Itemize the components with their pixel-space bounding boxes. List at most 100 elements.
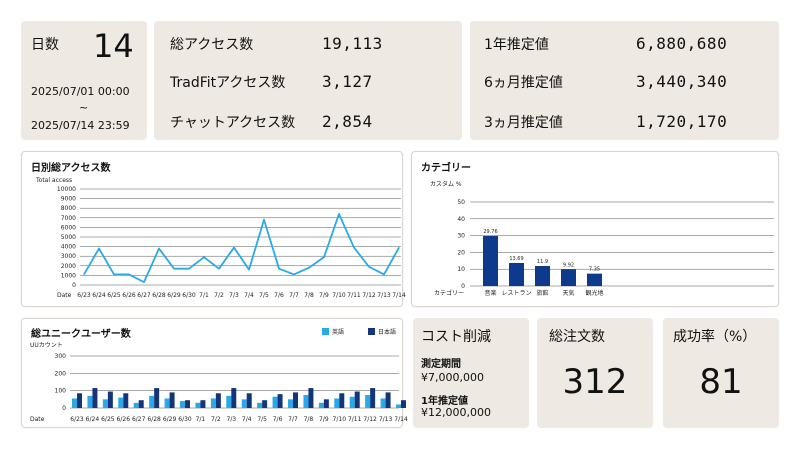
data-point	[248, 269, 250, 271]
bar-value-label: 7.35	[589, 267, 600, 273]
bar-japanese	[246, 393, 252, 408]
y-tick-label: 3000	[61, 253, 76, 260]
bar-english	[303, 395, 309, 408]
x-tick-label: 7/13	[379, 416, 393, 423]
bar-english	[241, 399, 247, 408]
x-tick-label: 7/3	[229, 292, 239, 299]
category-panel: カテゴリー カスタム % 0 10 20 30 40 50 29.76 音楽 13.69 レストラン…	[411, 151, 779, 307]
cost-period-label: 測定期間	[421, 359, 461, 370]
bar-japanese	[231, 388, 237, 408]
bar-english	[226, 395, 232, 408]
x-tick-label: 6/28	[147, 416, 161, 423]
period-days-value: 14	[93, 27, 134, 65]
legend-swatch	[322, 328, 329, 335]
bar-english	[210, 398, 216, 408]
x-tick-label: 6/26	[122, 292, 136, 299]
y-tick-label: 300	[55, 353, 67, 360]
data-point	[218, 268, 220, 270]
x-tick-label: 6/27	[132, 416, 146, 423]
bar-japanese	[308, 388, 314, 408]
bar-value-label: 11.9	[537, 259, 548, 265]
x-tick-label: 6/24	[92, 292, 106, 299]
estimate-year-label: 1年推定値	[484, 37, 549, 53]
x-tick-label: 7/2	[214, 292, 224, 299]
y-tick-label: 200	[55, 370, 67, 377]
daily-y-axis-label: Total access	[35, 177, 72, 184]
estimate-3m-value: 1,720,170	[636, 112, 728, 131]
period-card: 日数 14 2025/07/01 00:00 ~ 2025/07/14 23:5…	[21, 21, 147, 140]
bar-english	[102, 399, 108, 408]
y-tick-label: 10	[457, 266, 465, 273]
bar-japanese	[92, 388, 98, 408]
category-bar	[561, 269, 576, 286]
bar-english	[195, 402, 201, 408]
data-point	[383, 273, 385, 276]
x-tick-label: 6/28	[152, 292, 166, 299]
data-point	[293, 273, 295, 276]
period-start: 2025/07/01 00:00	[31, 85, 130, 98]
x-tick-label: 7/14	[392, 292, 406, 299]
x-tick-label: 7/7	[289, 292, 299, 299]
success-title: 成功率（%）	[673, 329, 757, 345]
unique-users-title: 総ユニークユーザー数	[31, 329, 131, 340]
bar-japanese	[154, 388, 160, 408]
bar-japanese	[262, 400, 268, 408]
bar-english	[318, 402, 324, 408]
bar-japanese	[123, 393, 129, 408]
unique-x-axis-label: Date	[30, 416, 45, 423]
legend-label: 日本語	[378, 328, 396, 336]
x-tick-label: 7/11	[347, 292, 361, 299]
x-tick-label: 7/4	[242, 416, 252, 423]
bar-english	[180, 401, 185, 408]
x-tick-label: 7/13	[377, 292, 391, 299]
bar-japanese	[277, 394, 283, 408]
x-tick-label: 7/12	[363, 416, 377, 423]
x-tick-label: 7/7	[288, 416, 298, 423]
data-point	[173, 268, 175, 270]
data-point	[398, 246, 400, 249]
x-tick-label: 音楽	[484, 289, 496, 297]
category-title: カテゴリー	[421, 163, 471, 174]
x-tick-label: 6/25	[101, 416, 115, 423]
y-tick-label: 7000	[61, 215, 76, 222]
data-point	[263, 219, 265, 221]
bar-english	[272, 396, 278, 408]
period-label: 日数	[31, 37, 59, 53]
bar-english	[396, 404, 401, 408]
y-tick-label: 1000	[61, 272, 76, 279]
x-tick-label: 6/25	[107, 292, 121, 299]
x-tick-label: 天気	[562, 289, 574, 297]
bar-english	[133, 402, 139, 408]
bar-value-label: 13.69	[509, 256, 523, 262]
bar-english	[380, 398, 386, 408]
category-x-axis-label: カテゴリー	[434, 289, 464, 297]
period-separator: ~	[79, 101, 89, 114]
bar-english	[334, 398, 340, 408]
bar-japanese	[339, 393, 345, 408]
data-point	[98, 247, 100, 250]
x-tick-label: 旅館	[536, 289, 548, 297]
x-tick-label: 7/9	[319, 292, 329, 299]
unique-y-axis-label: UUカウント	[30, 341, 63, 349]
data-point	[323, 256, 325, 258]
daily-x-axis-label: Date	[57, 292, 72, 299]
bar-japanese	[138, 400, 144, 408]
daily-access-chart: Total access 0 1000 2000 3000 4000 5000 6000 700…	[35, 177, 406, 299]
x-tick-label: 7/4	[244, 292, 254, 299]
bar-japanese	[323, 399, 329, 408]
data-point	[338, 213, 340, 215]
y-tick-label: 9000	[61, 196, 76, 203]
x-tick-label: 7/12	[362, 292, 376, 299]
y-tick-label: 0	[72, 282, 76, 289]
bar-japanese	[169, 392, 175, 408]
x-tick-label: 7/6	[274, 292, 284, 299]
data-point	[368, 266, 370, 268]
bar-japanese	[385, 392, 391, 408]
x-tick-label: 7/9	[319, 416, 329, 423]
daily-access-line	[83, 213, 400, 284]
estimate-6m-value: 3,440,340	[636, 72, 728, 91]
success-card: 成功率（%） 81	[663, 318, 779, 428]
bar-japanese	[77, 393, 82, 408]
x-tick-label: 6/24	[86, 416, 100, 423]
category-bar	[509, 263, 524, 286]
